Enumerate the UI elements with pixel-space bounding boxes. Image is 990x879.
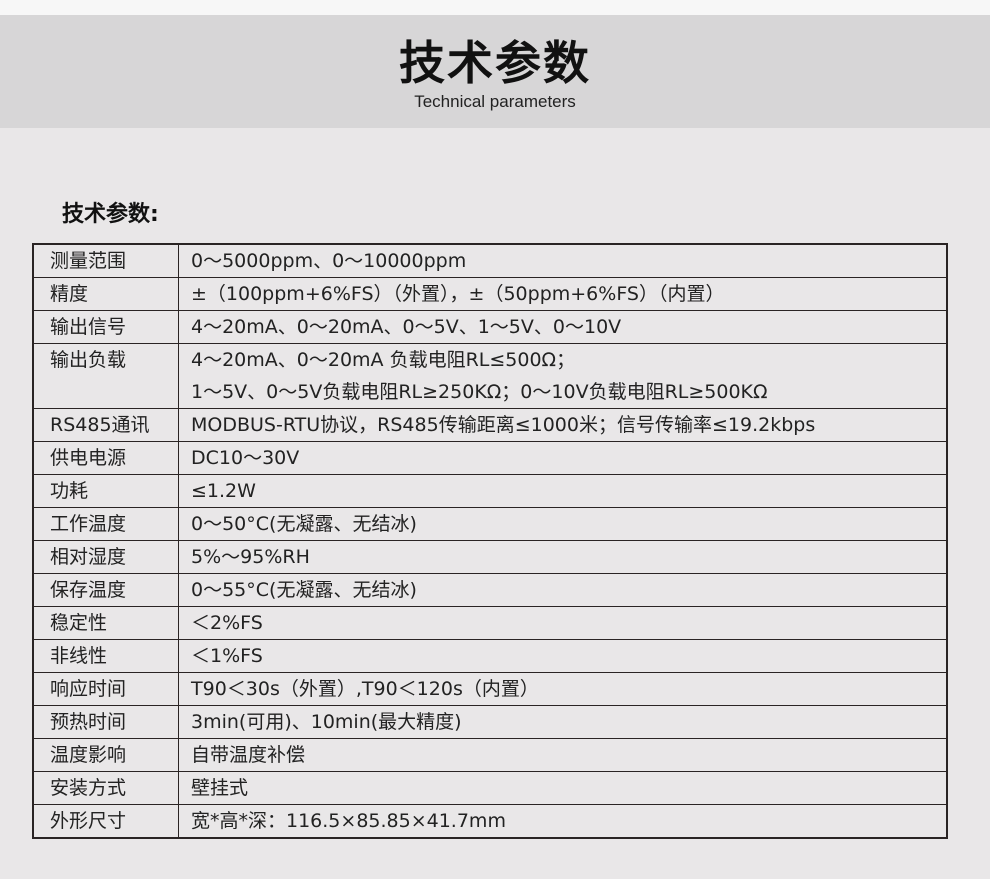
spec-value-line: ≤1.2W [191,480,256,502]
spec-value: 自带温度补偿 [178,738,948,772]
table-row: 温度影响 自带温度补偿 [32,738,948,772]
spec-value-line: 自带温度补偿 [191,744,306,766]
spec-value: T90＜30s（外置）,T90＜120s（内置） [178,672,948,706]
spec-label: 外形尺寸 [32,804,179,839]
header-banner: 技术参数 Technical parameters [0,15,990,128]
table-row: 保存温度 0～55°C(无凝露、无结冰) [32,573,948,607]
spec-value-line: 壁挂式 [191,777,249,799]
spec-value: 4～20mA、0～20mA、0～5V、1～5V、0～10V [178,310,948,344]
spec-value-line: 宽*高*深：116.5×85.85×41.7mm [191,810,506,832]
spec-value-line: 0～5000ppm、0～10000ppm [191,250,467,272]
spec-value: ≤1.2W [178,474,948,508]
table-row: 测量范围 0～5000ppm、0～10000ppm [32,243,948,278]
spec-value: 0～5000ppm、0～10000ppm [178,243,948,278]
table-row: 工作温度 0～50°C(无凝露、无结冰) [32,507,948,541]
spec-value-line: MODBUS-RTU协议，RS485传输距离≤1000米；信号传输率≤19.2k… [191,414,816,436]
spec-value-line: 4～20mA、0～20mA 负载电阻RL≤500Ω； [191,349,576,371]
spec-value: ±（100ppm+6%FS）（外置），±（50ppm+6%FS）（内置） [178,277,948,311]
spec-table: 测量范围 0～5000ppm、0～10000ppm 精度 ±（100ppm+6%FS）… [32,243,948,839]
table-row: 功耗 ≤1.2W [32,474,948,508]
section-title: 技术参数: [62,202,159,227]
spec-label: 输出信号 [32,310,179,344]
spec-label: 温度影响 [32,738,179,772]
table-row: 输出信号 4～20mA、0～20mA、0～5V、1～5V、0～10V [32,310,948,344]
spec-label: 功耗 [32,474,179,508]
spec-value-line: T90＜30s（外置）,T90＜120s（内置） [191,678,539,700]
table-row: 预热时间 3min(可用)、10min(最大精度) [32,705,948,739]
table-row: 外形尺寸 宽*高*深：116.5×85.85×41.7mm [32,804,948,839]
spec-label: 精度 [32,277,179,311]
spec-label: RS485通讯 [32,408,179,442]
spec-value: 壁挂式 [178,771,948,805]
spec-value: 0～55°C(无凝露、无结冰) [178,573,948,607]
spec-value: 0～50°C(无凝露、无结冰) [178,507,948,541]
spec-label: 响应时间 [32,672,179,706]
spec-value: 宽*高*深：116.5×85.85×41.7mm [178,804,948,839]
spec-value-line: 1～5V、0～5V负载电阻RL≥250KΩ；0～10V负载电阻RL≥500KΩ [191,381,768,403]
table-row: 非线性 ＜1%FS [32,639,948,673]
spec-value: DC10～30V [178,441,948,475]
spec-label: 工作温度 [32,507,179,541]
spec-label: 非线性 [32,639,179,673]
spec-value-line: ±（100ppm+6%FS）（外置），±（50ppm+6%FS）（内置） [191,283,725,305]
spec-value-line: 3min(可用)、10min(最大精度) [191,711,462,733]
spec-value: ＜1%FS [178,639,948,673]
table-row: 供电电源 DC10～30V [32,441,948,475]
table-row: 响应时间 T90＜30s（外置）,T90＜120s（内置） [32,672,948,706]
spec-value: ＜2%FS [178,606,948,640]
spec-value-line: 0～50°C(无凝露、无结冰) [191,513,417,535]
spec-label: 相对湿度 [32,540,179,574]
spec-value: 3min(可用)、10min(最大精度) [178,705,948,739]
spec-value-line: 5%～95%RH [191,546,310,568]
spec-label: 测量范围 [32,243,179,278]
spec-label: 保存温度 [32,573,179,607]
spec-value-line: ＜2%FS [191,612,263,634]
spec-value: 4～20mA、0～20mA 负载电阻RL≤500Ω； 1～5V、0～5V负载电阻R… [178,343,948,409]
spec-value-line: 0～55°C(无凝露、无结冰) [191,579,417,601]
spec-label: 供电电源 [32,441,179,475]
spec-value-line: ＜1%FS [191,645,263,667]
spec-value: 5%～95%RH [178,540,948,574]
table-row: 精度 ±（100ppm+6%FS）（外置），±（50ppm+6%FS）（内置） [32,277,948,311]
spec-label: 输出负载 [32,343,179,409]
spec-label: 预热时间 [32,705,179,739]
table-row: 稳定性 ＜2%FS [32,606,948,640]
spec-value-line: 4～20mA、0～20mA、0～5V、1～5V、0～10V [191,316,622,338]
spec-value: MODBUS-RTU协议，RS485传输距离≤1000米；信号传输率≤19.2k… [178,408,948,442]
table-row: 相对湿度 5%～95%RH [32,540,948,574]
spec-label: 稳定性 [32,606,179,640]
top-strip [0,0,990,15]
table-row: RS485通讯 MODBUS-RTU协议，RS485传输距离≤1000米；信号传输… [32,408,948,442]
table-row: 安装方式 壁挂式 [32,771,948,805]
spec-value-line: DC10～30V [191,447,300,469]
page-subtitle: Technical parameters [414,92,576,111]
table-row: 输出负载 4～20mA、0～20mA 负载电阻RL≤500Ω； 1～5V、0～5V负… [32,343,948,409]
spec-label: 安装方式 [32,771,179,805]
page-title: 技术参数 [399,36,591,90]
